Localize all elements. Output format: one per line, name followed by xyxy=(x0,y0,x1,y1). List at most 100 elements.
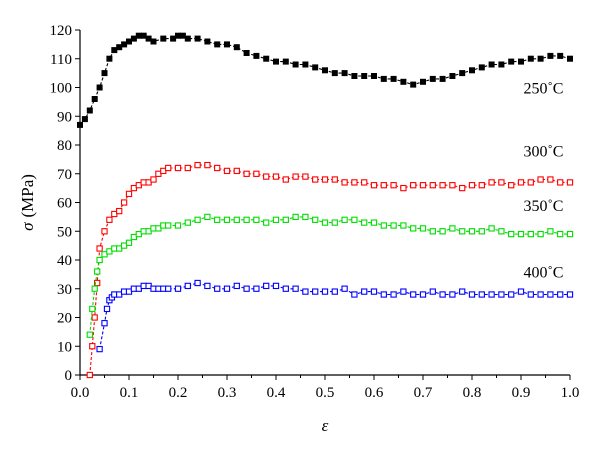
x-axis-label: ε xyxy=(322,416,329,435)
data-point xyxy=(380,291,387,298)
data-point xyxy=(302,288,309,295)
data-point xyxy=(400,184,407,192)
data-point xyxy=(81,116,88,123)
y-tick-label: 90 xyxy=(57,109,72,125)
y-axis-label-symbol: σ xyxy=(18,222,37,231)
series-line xyxy=(79,35,571,126)
data-point xyxy=(302,213,309,221)
series-line xyxy=(89,164,570,376)
data-point xyxy=(233,282,240,290)
data-point xyxy=(204,161,211,169)
data-point xyxy=(312,288,319,295)
data-point xyxy=(400,288,407,295)
data-point xyxy=(370,182,378,189)
data-point xyxy=(302,61,309,68)
data-point xyxy=(341,179,348,186)
x-tick-label: 0.1 xyxy=(120,385,139,401)
data-point xyxy=(508,291,515,298)
data-point xyxy=(518,58,525,65)
data-point xyxy=(233,167,240,175)
data-point xyxy=(140,32,147,39)
series-line xyxy=(89,216,570,335)
data-point xyxy=(223,41,230,48)
data-point xyxy=(557,52,564,59)
y-tick-label: 0 xyxy=(65,368,73,384)
data-point xyxy=(517,230,525,238)
series-label: 250˚C xyxy=(523,80,563,97)
data-point xyxy=(194,216,201,223)
data-point xyxy=(214,164,221,172)
data-point xyxy=(370,219,378,226)
data-point xyxy=(498,179,505,186)
data-point xyxy=(419,225,427,232)
data-point xyxy=(419,291,427,298)
data-point xyxy=(351,73,358,80)
series-labels: 250˚C 300˚C 350˚C 400˚C xyxy=(523,80,563,281)
data-point xyxy=(527,230,534,238)
x-tick-label: 0.6 xyxy=(365,385,384,401)
data-point xyxy=(253,170,260,177)
data-point xyxy=(321,176,329,183)
y-axis-label-unit: (MPa) xyxy=(18,174,37,217)
data-point xyxy=(419,182,427,189)
data-point xyxy=(508,230,515,238)
data-point xyxy=(547,291,554,298)
data-point xyxy=(150,176,157,183)
data-point xyxy=(223,285,231,292)
data-point xyxy=(527,291,534,298)
data-point xyxy=(96,345,103,353)
series-2 xyxy=(86,213,574,338)
x-tick-label: 0.7 xyxy=(414,385,433,401)
data-point xyxy=(449,182,456,189)
data-point xyxy=(184,35,191,42)
data-point xyxy=(331,219,338,226)
data-point xyxy=(478,228,485,235)
data-point xyxy=(130,35,137,42)
data-point xyxy=(253,216,260,223)
data-point xyxy=(126,38,133,45)
data-point xyxy=(302,173,309,180)
data-point xyxy=(106,216,113,223)
data-point xyxy=(547,176,554,183)
data-point xyxy=(214,216,221,223)
data-point xyxy=(194,161,201,169)
data-point xyxy=(429,182,436,189)
data-point xyxy=(429,75,436,82)
data-point xyxy=(170,35,177,42)
data-point xyxy=(410,225,417,232)
y-ticks: 0 10 20 30 40 50 60 70 80 90 100 110 120 xyxy=(50,23,80,384)
data-point xyxy=(292,213,299,221)
data-point xyxy=(449,291,456,298)
data-point xyxy=(101,228,108,235)
data-point xyxy=(557,179,564,186)
y-tick-label: 10 xyxy=(57,339,72,355)
x-tick-label: 0.4 xyxy=(267,385,286,401)
y-tick-label: 70 xyxy=(57,167,72,183)
x-tick-label: 0.0 xyxy=(71,385,90,401)
data-point xyxy=(331,288,338,295)
data-point xyxy=(312,176,319,183)
series-1 xyxy=(86,161,574,379)
y-tick-label: 120 xyxy=(50,23,73,39)
data-point xyxy=(174,285,182,292)
data-point xyxy=(557,291,564,298)
data-point xyxy=(468,67,475,74)
data-point xyxy=(361,179,368,186)
data-point xyxy=(160,35,167,42)
data-point xyxy=(174,222,182,229)
data-point xyxy=(214,285,221,292)
data-point xyxy=(125,239,133,246)
data-point xyxy=(380,222,387,229)
data-point xyxy=(566,291,574,298)
data-point xyxy=(243,216,250,223)
data-point xyxy=(566,230,574,238)
data-point xyxy=(263,219,270,226)
data-point xyxy=(223,216,231,223)
data-point xyxy=(233,44,240,51)
data-point xyxy=(557,230,564,238)
series-3 xyxy=(96,279,574,353)
x-tick-label: 0.2 xyxy=(169,385,188,401)
data-point xyxy=(370,73,377,80)
data-point xyxy=(194,279,201,287)
data-point xyxy=(331,70,338,77)
